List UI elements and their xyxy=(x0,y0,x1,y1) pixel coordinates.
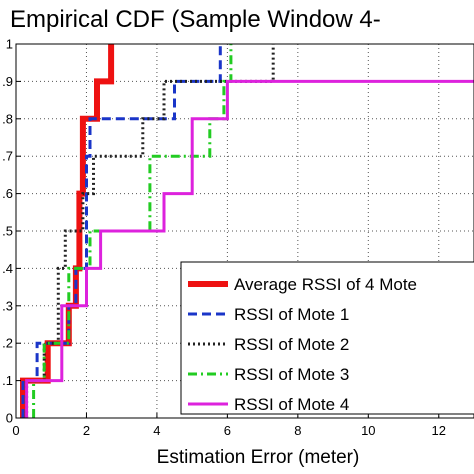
x-tick-label: 8 xyxy=(294,423,301,438)
y-tick-label: .8 xyxy=(2,111,13,126)
y-tick-label: .4 xyxy=(2,261,13,276)
y-tick-label: .3 xyxy=(2,298,13,313)
x-tick-label: 0 xyxy=(12,423,19,438)
y-tick-label: 1 xyxy=(6,37,13,52)
y-tick-label: .2 xyxy=(2,336,13,351)
series-layer xyxy=(20,44,474,418)
y-tick-label: .6 xyxy=(2,186,13,201)
y-axis-ticks: 0 .1 .2 .3 .4 .5 .6 .7 .8 .9 1 xyxy=(2,37,21,426)
y-tick-label: .7 xyxy=(2,149,13,164)
series-line-3 xyxy=(25,44,275,418)
x-tick-label: 6 xyxy=(224,423,231,438)
legend-label-4: RSSI of Mote 3 xyxy=(234,365,349,384)
legend: Average RSSI of 4 Mote RSSI of Mote 1 RSSI… xyxy=(180,261,474,415)
chart-title: Empirical CDF (Sample Window 4- xyxy=(10,6,381,33)
x-axis-label: Estimation Error (meter) xyxy=(157,447,360,468)
legend-label-2: RSSI of Mote 1 xyxy=(234,305,349,324)
x-tick-label: 4 xyxy=(153,423,160,438)
y-tick-label: .9 xyxy=(2,74,13,89)
series-line-5 xyxy=(25,79,474,418)
y-tick-label: .5 xyxy=(2,224,13,239)
x-axis-ticks: 0 2 4 6 8 10 12 xyxy=(12,413,446,438)
legend-box xyxy=(180,261,474,415)
legend-label-1: Average RSSI of 4 Mote xyxy=(234,275,417,294)
y-tick-label: .1 xyxy=(2,373,13,388)
legend-label-3: RSSI of Mote 2 xyxy=(234,335,349,354)
x-tick-label: 12 xyxy=(432,423,446,438)
y-tick-label: 0 xyxy=(6,411,13,426)
legend-label-5: RSSI of Mote 4 xyxy=(234,395,349,414)
x-tick-label: 2 xyxy=(83,423,90,438)
x-tick-label: 10 xyxy=(361,423,375,438)
